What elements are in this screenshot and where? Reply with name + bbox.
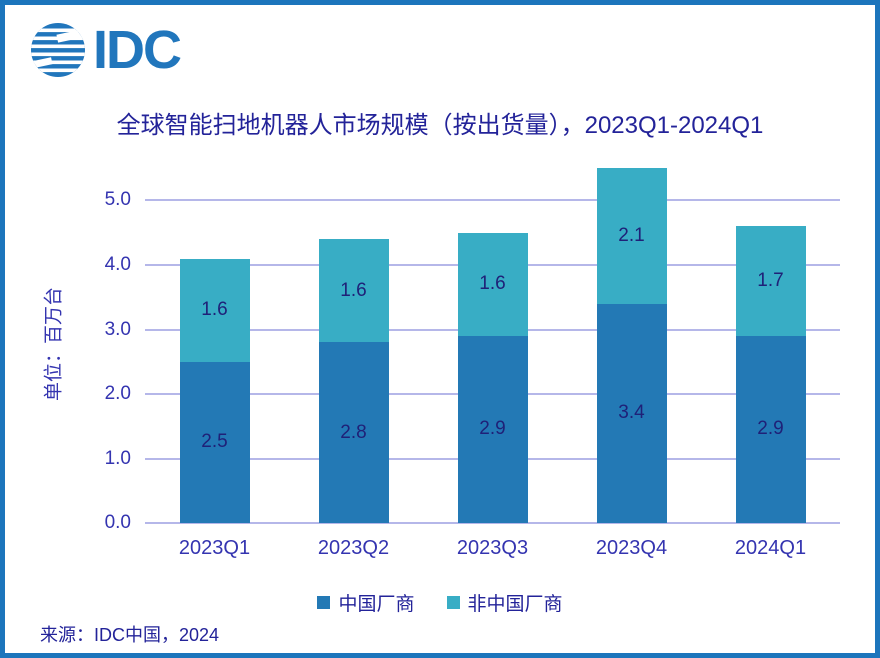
legend-label: 非中国厂商 (467, 594, 563, 615)
legend: 中国厂商 非中国厂商 (5, 589, 875, 616)
x-tick-label: 2023Q4 (595, 537, 668, 559)
plot-area: 2.5 1.6 2.8 1.6 2.9 1.6 3.4 2.1 2.9 1.7 (145, 165, 840, 524)
y-tick-label: 0.0 (104, 512, 131, 533)
bar-segment: 1.6 (179, 258, 250, 362)
legend-label: 中国厂商 (338, 594, 415, 615)
bar-segment: 1.6 (318, 239, 389, 343)
bar-value-label: 1.7 (757, 270, 784, 292)
bar-value-label: 3.4 (618, 402, 645, 424)
x-tick-label: 2023Q1 (178, 537, 251, 559)
legend-entry: 非中国厂商 (446, 589, 563, 616)
chart-title: 全球智能扫地机器人市场规模（按出货量），2023Q1-2024Q1 (116, 112, 764, 139)
bar-segment: 2.9 (735, 335, 806, 523)
bar-segment: 2.9 (457, 335, 528, 523)
bar-value-label: 2.8 (340, 421, 367, 443)
bar-value-label: 1.6 (201, 299, 228, 321)
bar-value-label: 1.6 (479, 273, 506, 295)
x-axis-tick-labels: 2023Q1 2023Q2 2023Q3 2023Q4 2024Q1 (145, 537, 840, 563)
legend-swatch (446, 596, 460, 609)
y-tick-label: 2.0 (104, 383, 131, 404)
idc-logo-text: IDC (93, 20, 182, 80)
bar-value-label: 2.1 (618, 224, 645, 246)
y-tick-label: 3.0 (104, 318, 131, 340)
bar-segment: 2.5 (179, 361, 250, 523)
source-note: 来源：IDC中国，2024 (40, 625, 220, 645)
bar-segment: 1.7 (735, 226, 806, 336)
y-tick-label: 4.0 (104, 253, 131, 275)
legend-entry: 中国厂商 (317, 589, 415, 616)
bar-value-label: 2.9 (757, 418, 784, 440)
bar-segment: 2.8 (318, 342, 389, 523)
bar-value-label: 2.5 (201, 431, 228, 453)
idc-logo: IDC (30, 20, 182, 80)
gridline (145, 522, 840, 524)
bar-segment: 3.4 (596, 303, 667, 523)
gridline (145, 199, 840, 202)
y-axis-tick-labels: 0.0 1.0 2.0 3.0 4.0 5.0 (5, 165, 131, 533)
legend-swatch (317, 596, 331, 609)
y-tick-label: 5.0 (104, 189, 131, 211)
x-tick-label: 2024Q1 (734, 537, 807, 559)
bar-value-label: 1.6 (340, 279, 367, 301)
x-tick-label: 2023Q3 (456, 537, 529, 559)
bar-segment: 2.1 (596, 168, 667, 304)
y-tick-label: 1.0 (104, 447, 131, 469)
x-tick-label: 2023Q2 (317, 537, 390, 559)
bar-value-label: 2.9 (479, 418, 506, 440)
bar-segment: 1.6 (457, 232, 528, 336)
idc-globe-icon (31, 23, 85, 77)
